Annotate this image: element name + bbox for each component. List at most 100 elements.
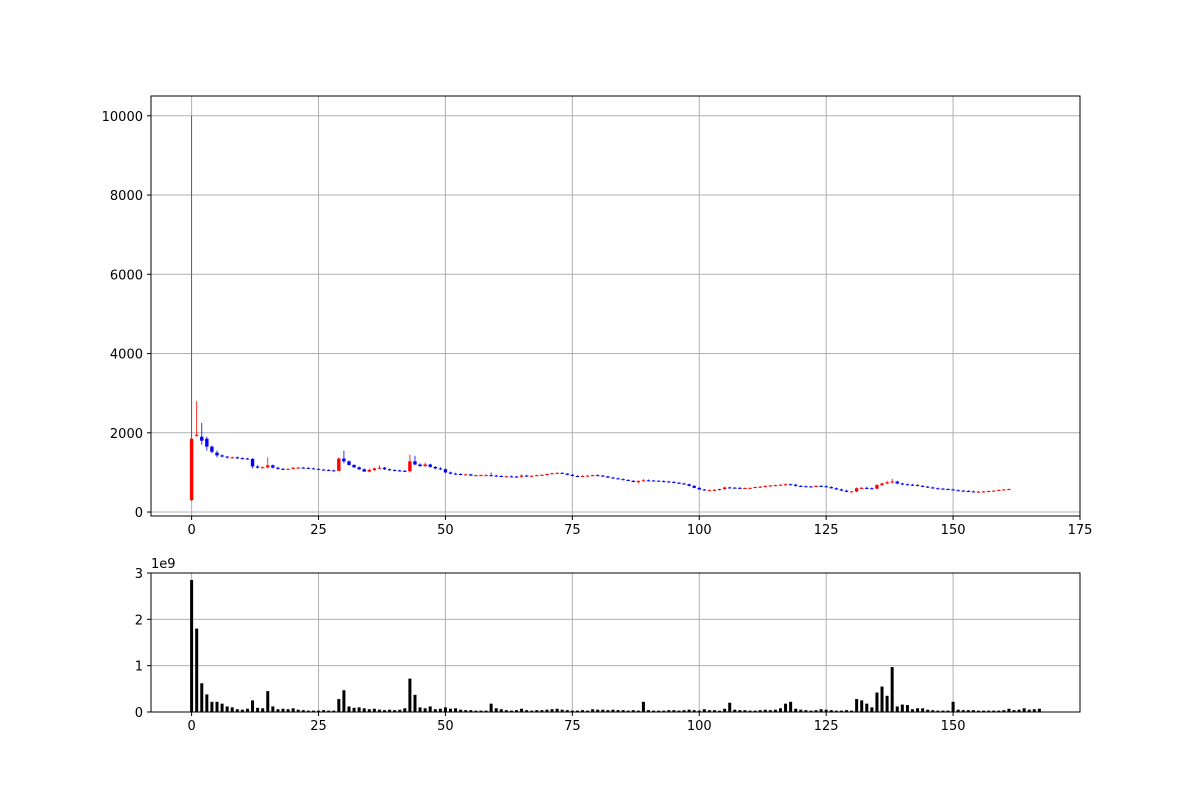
candle-body <box>936 488 940 490</box>
candle-body <box>540 474 544 476</box>
volume-bar <box>484 710 488 712</box>
candle-body <box>875 485 879 489</box>
candle-body <box>611 477 615 479</box>
volume-bar <box>383 710 387 712</box>
candle-body <box>692 485 696 488</box>
candle-body <box>403 470 407 472</box>
volume-bar <box>393 710 397 712</box>
candle-body <box>728 487 732 489</box>
volume-bar <box>976 710 980 712</box>
candle-body <box>900 483 905 485</box>
candle-body <box>966 491 971 493</box>
price-x-tick-label: 100 <box>687 523 712 538</box>
candle-body <box>758 486 762 488</box>
volume-bar <box>987 710 991 712</box>
volume-bar <box>220 703 224 712</box>
volume-bar <box>890 667 894 712</box>
candle-body <box>722 487 727 490</box>
candle-body <box>225 456 229 458</box>
candle-body <box>839 489 844 491</box>
candle-body <box>255 466 260 468</box>
candle-body <box>377 467 382 469</box>
volume-bar <box>337 699 341 712</box>
volume-bar <box>956 709 960 712</box>
candle-body <box>215 452 219 456</box>
volume-bar <box>657 710 661 712</box>
volume-bar <box>743 710 747 712</box>
volume-bar <box>682 710 686 712</box>
volume-bar <box>286 709 290 712</box>
candle-body <box>753 487 757 489</box>
volume-bar <box>550 709 554 712</box>
volume-bar <box>941 710 945 712</box>
volume-bar <box>966 710 970 712</box>
candle-body <box>778 484 783 486</box>
candle-body <box>621 479 625 481</box>
volume-bar <box>474 710 478 712</box>
candle-body <box>514 476 519 478</box>
candle-body <box>1002 489 1006 491</box>
volume-bar <box>905 705 909 712</box>
volume-bar <box>718 710 722 712</box>
candle-body <box>920 485 925 487</box>
candle-body <box>524 475 529 477</box>
volume-bar <box>738 710 742 712</box>
volume-bar <box>443 707 447 712</box>
volume-bar <box>992 710 996 712</box>
volume-x-tick-label: 150 <box>941 719 966 734</box>
volume-bar <box>900 704 904 712</box>
volume-bar <box>728 702 732 712</box>
volume-bar <box>347 706 351 712</box>
candle-body <box>352 464 356 468</box>
candle-body <box>885 482 889 484</box>
candle-body <box>469 474 473 476</box>
volume-bar <box>936 710 940 712</box>
volume-bar <box>1037 708 1041 712</box>
candle-body <box>596 475 600 477</box>
volume-bar <box>758 710 762 712</box>
volume-bar <box>1012 710 1016 712</box>
volume-scale-label: 1e9 <box>151 557 176 572</box>
price-x-tick-label: 125 <box>814 523 839 538</box>
candle-body <box>321 469 326 471</box>
volume-y-tick-label: 2 <box>135 613 143 628</box>
candle-body <box>448 472 453 474</box>
candle-body <box>276 467 280 469</box>
candle-body <box>606 476 610 478</box>
volume-bar <box>773 709 777 712</box>
volume-bar <box>418 707 422 712</box>
volume-bar <box>748 710 752 712</box>
candle-body <box>738 487 742 489</box>
candle-body <box>413 461 417 465</box>
volume-bar <box>251 700 255 712</box>
volume-bar <box>581 710 585 712</box>
volume-bar <box>195 628 199 712</box>
candle-body <box>849 491 854 493</box>
candle-body <box>667 481 671 483</box>
volume-bar <box>794 708 798 712</box>
volume-bar <box>235 709 239 712</box>
candle-body <box>286 468 290 470</box>
volume-bar <box>931 710 935 712</box>
price-y-tick-label: 0 <box>135 506 143 521</box>
candle-body <box>555 472 559 474</box>
price-x-tick-label: 25 <box>310 523 327 538</box>
volume-bar <box>1017 709 1021 712</box>
candle-body <box>458 474 463 475</box>
volume-bar <box>190 579 194 712</box>
volume-bar <box>413 694 417 712</box>
candle-body <box>717 489 722 491</box>
candle-body <box>941 488 945 490</box>
volume-bar <box>215 701 219 712</box>
candle-body <box>311 468 316 470</box>
volume-bar <box>530 710 534 712</box>
volume-bar <box>606 710 610 712</box>
volume-bar <box>200 683 204 712</box>
volume-bar <box>982 710 986 712</box>
volume-bar <box>291 708 295 712</box>
volume-bar <box>352 707 356 712</box>
volume-bar <box>433 709 437 712</box>
volume-bar <box>276 709 280 712</box>
candle-body <box>748 487 752 489</box>
volume-bar <box>408 678 412 712</box>
